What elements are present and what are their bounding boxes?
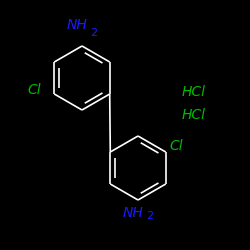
Text: Cl: Cl	[170, 139, 183, 153]
Text: HCl: HCl	[182, 85, 206, 99]
Text: NH: NH	[66, 18, 87, 32]
Text: 2: 2	[90, 28, 97, 38]
Text: NH: NH	[122, 206, 144, 220]
Text: HCl: HCl	[182, 108, 206, 122]
Text: Cl: Cl	[28, 83, 41, 97]
Text: 2: 2	[146, 211, 153, 221]
